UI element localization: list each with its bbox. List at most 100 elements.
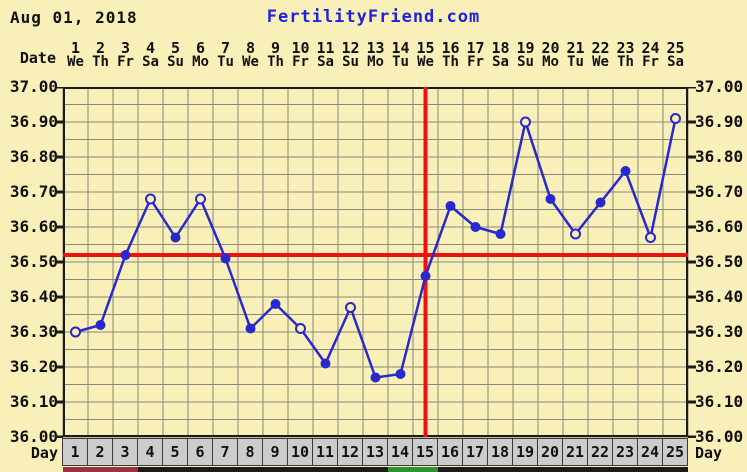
temp-point-day-12[interactable] (345, 302, 356, 313)
date-column-11[interactable]: 11 Sa (313, 41, 338, 70)
temp-point-day-8[interactable] (245, 323, 256, 334)
date-column-17[interactable]: 17 Fr (463, 41, 488, 70)
day-cell-20[interactable]: 20 (537, 438, 563, 466)
temp-point-day-4[interactable] (145, 193, 156, 205)
y-tick-left-36.70: 36.70 (9, 182, 58, 201)
date-column-15[interactable]: 15 We (413, 41, 438, 70)
date-number: 11 (316, 39, 335, 57)
strip-fertile-days (388, 467, 438, 472)
date-column-3[interactable]: 3 Fr (113, 41, 138, 70)
grid-lines (62, 87, 689, 438)
day-cell-5[interactable]: 5 (162, 438, 188, 466)
temp-point-day-13[interactable] (370, 372, 381, 383)
date-column-12[interactable]: 12 Su (338, 41, 363, 70)
date-column-8[interactable]: 8 We (238, 41, 263, 70)
date-column-4[interactable]: 4 Sa (138, 41, 163, 70)
day-cell-14[interactable]: 14 (387, 438, 413, 466)
day-cell-4[interactable]: 4 (137, 438, 163, 466)
weekday-label: Tu (567, 54, 584, 70)
weekday-label: Th (442, 54, 459, 70)
date-number: 4 (145, 39, 156, 57)
date-column-24[interactable]: 24 Fr (638, 41, 663, 70)
day-cell-16[interactable]: 16 (437, 438, 463, 466)
day-cell-25[interactable]: 25 (662, 438, 688, 466)
day-cell-7[interactable]: 7 (212, 438, 238, 466)
date-column-7[interactable]: 7 Tu (213, 41, 238, 70)
date-number: 17 (466, 39, 485, 57)
date-column-16[interactable]: 16 Th (438, 41, 463, 70)
temp-point-day-25[interactable] (670, 113, 681, 124)
date-column-13[interactable]: 13 Mo (363, 41, 388, 70)
date-column-5[interactable]: 5 Su (163, 41, 188, 70)
date-column-14[interactable]: 14 Tu (388, 41, 413, 70)
day-cell-10[interactable]: 10 (287, 438, 313, 466)
date-column-10[interactable]: 10 Fr (288, 41, 313, 70)
day-cell-1[interactable]: 1 (62, 438, 88, 466)
date-number: 24 (641, 39, 660, 57)
day-cell-3[interactable]: 3 (112, 438, 138, 466)
temp-point-day-6[interactable] (195, 193, 206, 205)
temp-point-day-5[interactable] (170, 232, 181, 243)
weekday-label: Th (92, 54, 109, 70)
day-cell-21[interactable]: 21 (562, 438, 588, 466)
temp-point-day-18[interactable] (495, 229, 506, 239)
date-number: 18 (491, 39, 510, 57)
day-cell-9[interactable]: 9 (262, 438, 288, 466)
weekday-label: Fr (117, 54, 134, 70)
temperature-chart (55, 87, 696, 438)
date-column-2[interactable]: 2 Th (88, 41, 113, 70)
date-number: 25 (666, 39, 685, 57)
temp-point-day-1[interactable] (70, 326, 81, 338)
date-column-21[interactable]: 21 Tu (563, 41, 588, 70)
y-tick-left-36.50: 36.50 (9, 252, 58, 271)
date-column-20[interactable]: 20 Mo (538, 41, 563, 70)
temp-point-day-23[interactable] (620, 166, 631, 176)
temp-point-day-21[interactable] (570, 228, 581, 240)
date-column-6[interactable]: 6 Mo (188, 41, 213, 70)
date-column-18[interactable]: 18 Sa (488, 41, 513, 70)
temp-point-day-22[interactable] (595, 197, 606, 208)
day-cell-12[interactable]: 12 (337, 438, 363, 466)
date-column-1[interactable]: 1 We (63, 41, 88, 70)
date-number: 14 (391, 39, 410, 57)
day-cell-11[interactable]: 11 (312, 438, 338, 466)
temp-point-day-10[interactable] (295, 323, 306, 334)
day-cell-13[interactable]: 13 (362, 438, 388, 466)
temp-point-day-17[interactable] (470, 222, 481, 232)
day-cell-17[interactable]: 17 (462, 438, 488, 466)
weekday-label: Mo (192, 54, 209, 70)
temp-point-day-19[interactable] (520, 116, 531, 128)
day-cell-23[interactable]: 23 (612, 438, 638, 466)
temp-point-day-9[interactable] (270, 299, 281, 309)
day-cell-8[interactable]: 8 (237, 438, 263, 466)
date-column-19[interactable]: 19 Su (513, 41, 538, 70)
date-column-22[interactable]: 22 We (588, 41, 613, 70)
temp-point-day-24[interactable] (645, 232, 656, 243)
temp-point-day-15[interactable] (420, 271, 431, 281)
date-axis-label: Date (19, 49, 56, 67)
date-column-9[interactable]: 9 Th (263, 41, 288, 70)
day-cell-22[interactable]: 22 (587, 438, 613, 466)
date-column-25[interactable]: 25 Sa (663, 41, 688, 70)
plot-border (63, 87, 688, 437)
y-tick-right-36.70: 36.70 (695, 182, 744, 201)
day-cell-6[interactable]: 6 (187, 438, 213, 466)
temp-point-day-7[interactable] (220, 253, 231, 264)
temp-point-day-3[interactable] (120, 250, 131, 260)
date-number: 16 (441, 39, 460, 57)
day-cell-24[interactable]: 24 (637, 438, 663, 466)
temp-point-day-14[interactable] (395, 369, 406, 379)
day-cell-19[interactable]: 19 (512, 438, 538, 466)
temp-point-day-11[interactable] (320, 358, 331, 369)
temp-point-day-20[interactable] (545, 194, 556, 204)
day-cell-2[interactable]: 2 (87, 438, 113, 466)
date-number: 6 (195, 39, 206, 57)
temp-point-day-2[interactable] (95, 320, 106, 330)
site-link[interactable]: FertilityFriend.com (266, 7, 481, 27)
weekday-label: Mo (542, 54, 559, 70)
y-tick-right-36.10: 36.10 (695, 392, 744, 411)
day-cell-18[interactable]: 18 (487, 438, 513, 466)
day-cell-15[interactable]: 15 (412, 438, 438, 466)
date-column-23[interactable]: 23 Th (613, 41, 638, 70)
temp-point-day-16[interactable] (445, 201, 456, 211)
